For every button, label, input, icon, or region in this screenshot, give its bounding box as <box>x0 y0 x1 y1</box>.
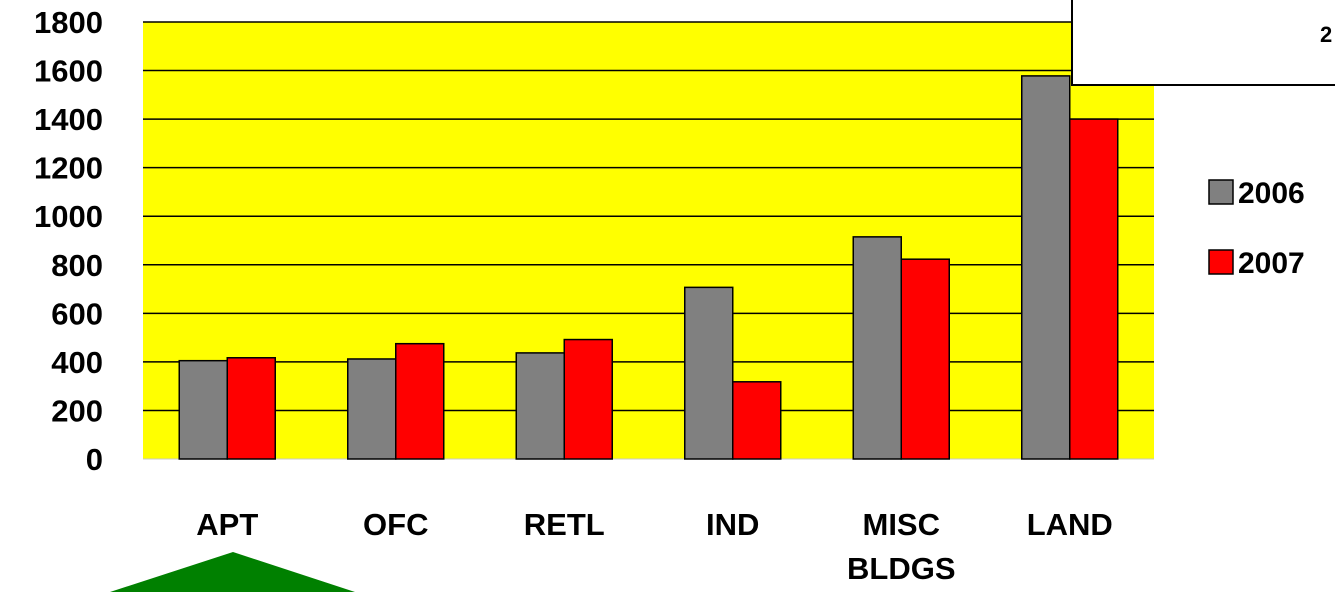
category-label: IND <box>706 507 759 542</box>
bar-2006-apt <box>178 359 228 460</box>
y-tick-label: 1800 <box>34 5 103 40</box>
legend: 2006 2007 <box>1208 177 1305 280</box>
category-label: OFC <box>363 507 428 542</box>
category-label: LAND <box>1027 507 1113 542</box>
legend-swatch-2007 <box>1208 249 1234 275</box>
y-tick-label: 1400 <box>34 102 103 137</box>
bar-2006-ofc <box>347 358 397 460</box>
y-tick-label: 1200 <box>34 151 103 186</box>
bar-2007-land <box>1069 118 1119 460</box>
y-tick-label: 200 <box>51 393 103 428</box>
y-tick-label: 1600 <box>34 54 103 89</box>
y-tick-label: 1000 <box>34 199 103 234</box>
green-arrow-shape <box>110 552 355 592</box>
category-label: BLDGS <box>847 551 956 586</box>
x-axis-categories: APT OFC RETL IND MISC BLDGS LAND <box>196 507 1113 586</box>
plot-area <box>143 22 1154 459</box>
legend-swatch-2006 <box>1208 179 1234 205</box>
bar-2006-land <box>1021 75 1071 460</box>
bar-2006-misc-bldgs <box>852 236 902 460</box>
callout-box: 2 <box>1071 0 1335 86</box>
bar-2007-ind <box>732 381 782 460</box>
category-label: APT <box>196 507 258 542</box>
y-tick-label: 400 <box>51 345 103 380</box>
bar-2007-retl <box>563 338 613 460</box>
category-label: RETL <box>524 507 605 542</box>
gridlines <box>143 21 1154 460</box>
y-tick-label: 0 <box>86 442 103 477</box>
legend-label-2007: 2007 <box>1238 247 1305 280</box>
category-label: MISC <box>863 507 941 542</box>
bar-2007-ofc <box>395 342 445 460</box>
bar-2006-retl <box>515 352 565 460</box>
y-tick-label: 600 <box>51 296 103 331</box>
y-tick-label: 800 <box>51 248 103 283</box>
bar-2007-apt <box>226 357 276 460</box>
bar-2007-misc-bldgs <box>900 258 950 460</box>
bars <box>178 75 1119 460</box>
legend-label-2006: 2006 <box>1238 177 1305 210</box>
bar-2006-ind <box>684 286 734 460</box>
y-axis-ticks: 0 200 400 600 800 1000 1200 1400 1600 1800 <box>34 5 103 477</box>
callout-text: 2 <box>1320 22 1333 47</box>
